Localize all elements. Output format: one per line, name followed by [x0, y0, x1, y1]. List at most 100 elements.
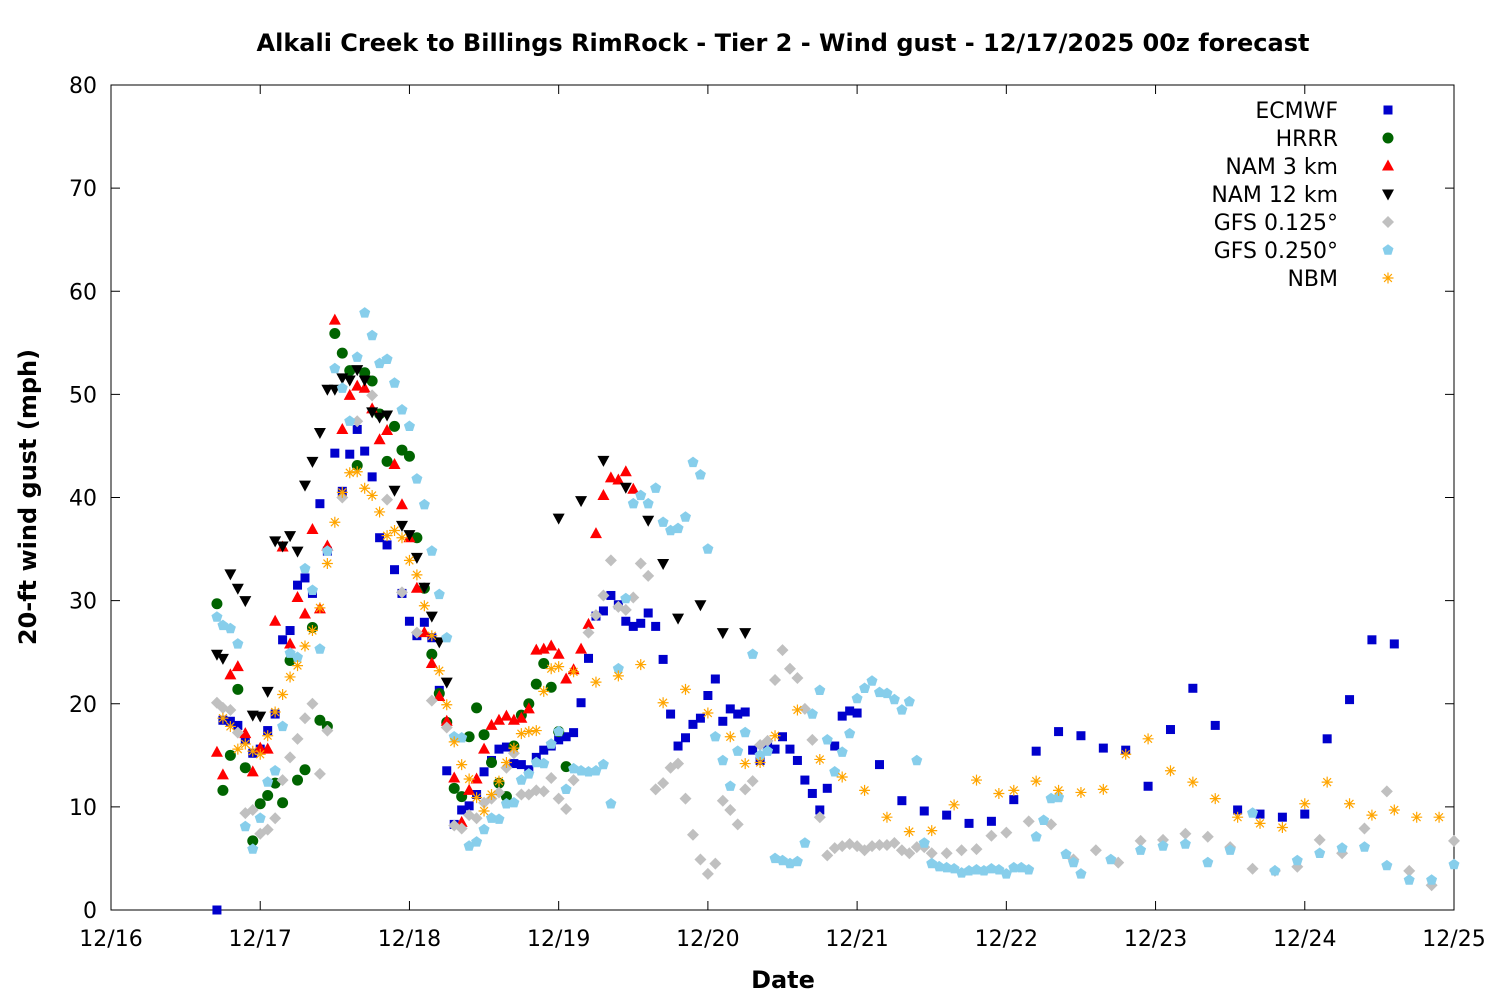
gfs-0-125-point: [1246, 862, 1259, 875]
hrrr-point: [403, 450, 415, 462]
ecmwf-point: [733, 709, 743, 719]
gfs-0-125-point: [783, 662, 796, 675]
nam-12-km-point: [291, 546, 304, 558]
x-tick-label: 12/16: [79, 927, 142, 952]
nbm-point: [247, 745, 259, 757]
gfs-0-125-point: [694, 853, 707, 866]
nbm-point: [418, 600, 430, 612]
nbm-point: [754, 757, 766, 769]
ecmwf-point: [390, 565, 400, 575]
nbm-point: [299, 640, 311, 652]
ecmwf-point: [800, 775, 810, 785]
nbm-point: [515, 728, 527, 740]
gfs-0-125-point: [1089, 844, 1102, 857]
nam-3-km-point: [351, 379, 364, 391]
nbm-point: [366, 489, 378, 501]
hrrr-point: [314, 714, 326, 726]
ecmwf-point: [1300, 809, 1310, 819]
gfs-0-125-point: [701, 867, 714, 880]
ecmwf-point: [345, 449, 355, 459]
nbm-point: [351, 466, 363, 478]
ecmwf-point: [494, 744, 504, 754]
gfs-0-250-point: [933, 860, 945, 872]
gfs-0-125-point: [321, 724, 334, 737]
gfs-0-250-point: [799, 837, 811, 848]
y-tick-label: 20: [69, 693, 97, 718]
gfs-0-125-point: [298, 712, 311, 725]
nbm-point: [262, 730, 274, 742]
gfs-0-250-point: [560, 783, 572, 794]
ecmwf-point: [658, 654, 668, 664]
gfs-0-250-point: [374, 357, 386, 369]
gfs-0-250-point: [1068, 856, 1079, 868]
ecmwf-point: [651, 621, 661, 631]
nbm-point: [292, 660, 304, 672]
nbm-point: [791, 704, 803, 716]
gfs-0-125-point: [1380, 785, 1393, 798]
x-tick-label: 12/21: [825, 927, 888, 952]
ecmwf-point: [293, 580, 303, 590]
ecmwf-point: [561, 732, 571, 742]
ecmwf-point: [1188, 683, 1198, 693]
ecmwf-point: [897, 796, 907, 806]
nbm-point: [486, 789, 498, 800]
gfs-0-125-point: [686, 828, 699, 841]
nam-12-km-point: [425, 611, 438, 623]
gfs-0-250-point: [1000, 868, 1012, 879]
gfs-0-250-point: [493, 813, 505, 824]
ecmwf-point: [621, 616, 631, 626]
gfs-0-125-point: [955, 844, 968, 857]
nam-3-km-point: [485, 718, 498, 730]
nbm-point: [381, 530, 393, 542]
ecmwf-point: [628, 621, 638, 631]
gfs-0-125-point: [530, 784, 543, 797]
nbm-point: [344, 467, 356, 479]
x-tick-label: 12/22: [975, 927, 1038, 952]
nam-3-km-point: [418, 626, 431, 638]
nam-12-km-point: [619, 482, 632, 494]
nbm-point: [903, 826, 915, 838]
nbm-point: [1276, 822, 1288, 833]
hrrr-point: [292, 774, 304, 786]
y-tick-label: 70: [69, 177, 97, 202]
nam-3-km-point: [246, 765, 259, 777]
nbm-point: [277, 688, 289, 700]
ecmwf-point: [636, 618, 646, 628]
legend-marker-gfs-0-125: [1382, 216, 1394, 228]
ecmwf-point: [1143, 781, 1153, 791]
ecmwf-point: [748, 745, 758, 755]
ecmwf-point: [1210, 720, 1220, 730]
nbm-point: [1366, 809, 1378, 821]
gfs-0-250-point: [985, 863, 997, 874]
gfs-0-125-point: [627, 591, 640, 604]
ecmwf-point: [1233, 805, 1243, 815]
ecmwf-point: [874, 760, 884, 770]
gfs-0-250-point: [321, 545, 333, 556]
nam-12-km-point: [739, 628, 752, 640]
nbm-point: [523, 726, 535, 738]
nbm-point: [859, 784, 871, 796]
hrrr-point: [336, 347, 348, 359]
hrrr-point: [277, 797, 289, 809]
ecmwf-point: [643, 608, 653, 618]
hrrr-point: [471, 702, 483, 714]
nbm-point: [359, 482, 371, 494]
hrrr-point: [211, 598, 223, 610]
nbm-point: [553, 661, 565, 673]
ecmwf-point: [703, 691, 713, 700]
gfs-0-125-point: [537, 785, 550, 798]
gfs-0-250-point: [575, 765, 587, 776]
gfs-0-250-point: [277, 720, 289, 732]
nam-3-km-point: [381, 423, 394, 435]
ecmwf-point: [1367, 635, 1377, 645]
nbm-point: [1097, 783, 1109, 795]
nam-12-km-point: [410, 552, 423, 564]
nam-12-km-point: [306, 456, 319, 468]
nam-12-km-point: [298, 480, 311, 492]
ecmwf-point: [986, 816, 996, 826]
x-tick-label: 12/17: [229, 927, 292, 952]
series-hrrr: [211, 328, 572, 847]
nam-12-km-point: [575, 496, 588, 508]
nbm-point: [403, 554, 415, 566]
gfs-0-250-point: [680, 511, 691, 522]
